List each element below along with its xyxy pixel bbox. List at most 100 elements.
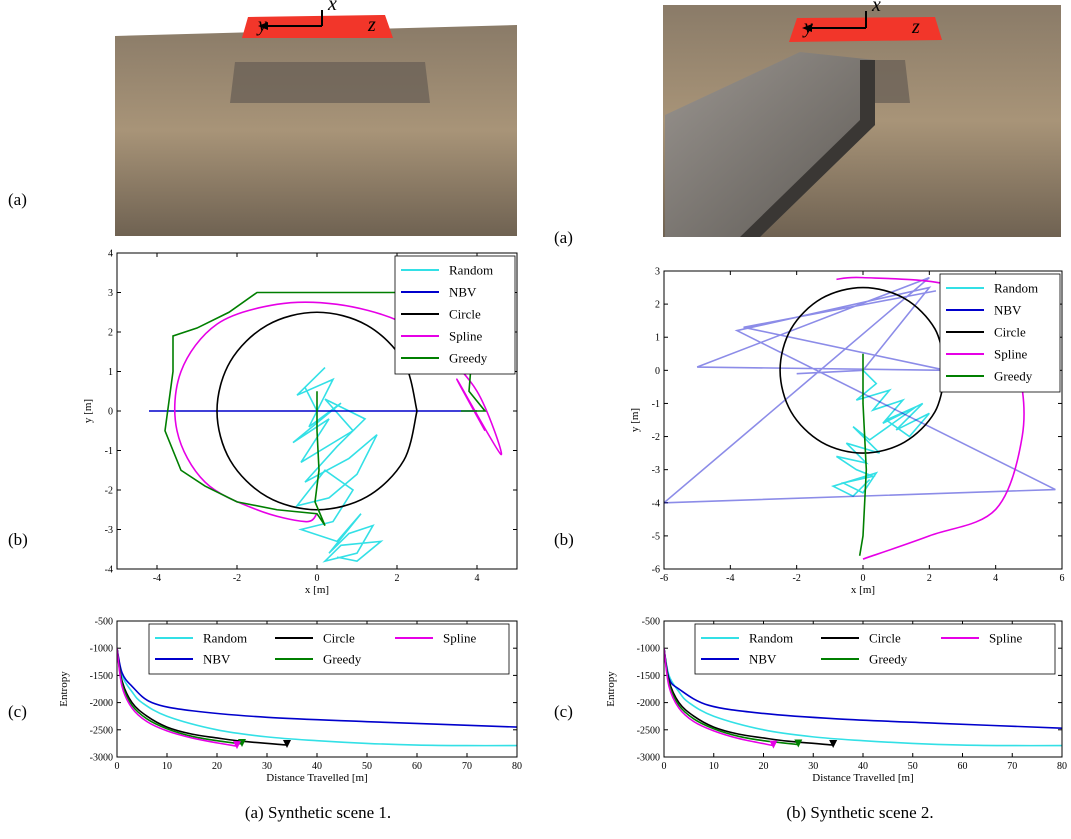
legend: Random NBV Circle Greedy Spline (148, 623, 510, 675)
y-tick-label: 0 (655, 366, 660, 377)
y-tick-label: 3 (108, 288, 113, 299)
y-tick-label: -3000 (637, 753, 660, 764)
legend-box (148, 623, 510, 675)
y-tick-label: -1500 (90, 671, 113, 682)
legend-label: Spline (443, 631, 476, 646)
x-tick-label: -4 (153, 573, 161, 584)
x-tick-label: 2 (395, 573, 400, 584)
y-tick-label: -4 (652, 498, 660, 509)
y-tick-label: -2000 (637, 698, 660, 709)
x-tick-label: 70 (462, 761, 472, 772)
end-marker (794, 739, 803, 748)
y-tick-label: -5 (652, 531, 660, 542)
x-tick-label: 4 (993, 573, 998, 584)
y-tick-label: -500 (642, 617, 660, 628)
x-tick-label: 2 (927, 573, 932, 584)
end-marker (238, 738, 246, 747)
y-tick-label: -1000 (90, 644, 113, 655)
panel-label: (b) (8, 530, 28, 549)
plot-lines (664, 648, 1062, 747)
plot-frame (663, 270, 1063, 570)
end-marker (769, 740, 778, 749)
series-line (664, 648, 834, 746)
y-tick-label: -1500 (637, 671, 660, 682)
x-axis-label: Distance Travelled [m] (266, 772, 367, 784)
x-tick-label: 0 (315, 573, 320, 584)
axis-letter: y (256, 14, 267, 36)
y-tick-label: -3 (105, 525, 113, 536)
legend-label: Circle (323, 631, 355, 646)
x-tick-label: 60 (412, 761, 422, 772)
legend-label: Circle (449, 307, 481, 322)
axis-letter: z (367, 14, 376, 36)
series-line (664, 648, 1062, 729)
y-axis-label: Entropy (605, 671, 617, 707)
y-tick-label: 2 (108, 328, 113, 339)
x-tick-label: 10 (709, 761, 719, 772)
x-axis-label: Distance Travelled [m] (812, 772, 913, 784)
legend: Random NBV Circle Spline Greedy (394, 255, 516, 375)
y-tick-label: -1 (105, 446, 113, 457)
y-tick-label: 0 (108, 407, 113, 418)
y-tick-label: 1 (108, 367, 113, 378)
x-tick-label: 20 (759, 761, 769, 772)
y-axis-label: y [m] (82, 399, 94, 423)
y-tick-label: 1 (655, 333, 660, 344)
legend-label: Greedy (449, 351, 488, 366)
legend-label: Random (203, 631, 247, 646)
panel-label: (a) (554, 228, 573, 247)
series-line (831, 369, 930, 498)
x-tick-label: 70 (1007, 761, 1017, 772)
end-marker (283, 740, 291, 749)
legend: Random NBV Circle Spline Greedy (939, 273, 1061, 393)
y-tick-label: 4 (108, 249, 113, 260)
axis-letter: x (327, 0, 337, 15)
x-tick-label: -2 (233, 573, 241, 584)
end-marker (829, 740, 838, 749)
legend-label: Circle (994, 325, 1026, 340)
y-tick-label: -3000 (90, 753, 113, 764)
panel-label: (c) (554, 702, 573, 721)
x-tick-label: 30 (808, 761, 818, 772)
plot-lines (149, 291, 503, 563)
x-axis-label: x [m] (305, 584, 329, 596)
x-tick-label: 10 (162, 761, 172, 772)
series-line (858, 353, 868, 556)
y-tick-label: -500 (95, 617, 113, 628)
panel-label: (c) (8, 702, 27, 721)
y-tick-label: -1000 (637, 644, 660, 655)
chart: -6 -4 -2 0 2 4 6 -6 -5 -4 -3 -2 -1 0 1 2 3 x [m] y [m] Rand… (629, 267, 1065, 597)
y-tick-label: -2 (105, 486, 113, 497)
legend-label: Greedy (869, 652, 908, 667)
x-tick-label: -4 (726, 573, 734, 584)
caption: (a) Synthetic scene 1. (245, 803, 391, 822)
scene-image (115, 10, 517, 236)
legend-label: Greedy (994, 369, 1033, 384)
series-line (664, 648, 774, 747)
axis-letter: x (871, 0, 881, 16)
x-tick-label: 0 (861, 573, 866, 584)
x-tick-label: 0 (662, 761, 667, 772)
end-marker (233, 741, 241, 750)
y-tick-label: -6 (652, 565, 660, 576)
plot-frame (663, 620, 1063, 758)
x-tick-label: 20 (212, 761, 222, 772)
x-tick-label: 4 (475, 573, 480, 584)
chart: 0 10 20 30 40 50 60 70 80 -3000 -2500 -2000 -1500 -10… (605, 617, 1067, 785)
x-tick-label: 50 (362, 761, 372, 772)
series-line (117, 648, 517, 728)
x-tick-label: 0 (115, 761, 120, 772)
series-line (216, 311, 418, 511)
x-tick-label: 50 (908, 761, 918, 772)
x-tick-label: 40 (858, 761, 868, 772)
panel-label: (a) (8, 190, 27, 209)
x-tick-label: 60 (958, 761, 968, 772)
y-tick-label: -2500 (90, 725, 113, 736)
scene-image (663, 5, 1061, 237)
legend-label: Spline (449, 329, 482, 344)
legend: Random NBV Circle Greedy Spline (694, 623, 1056, 675)
plot-lines (117, 648, 517, 747)
chart: -4 -2 0 2 4 -4 -3 -2 -1 0 1 2 3 4 x [m] y [m] Random NBV C… (82, 249, 518, 596)
legend-label: Random (449, 263, 493, 278)
